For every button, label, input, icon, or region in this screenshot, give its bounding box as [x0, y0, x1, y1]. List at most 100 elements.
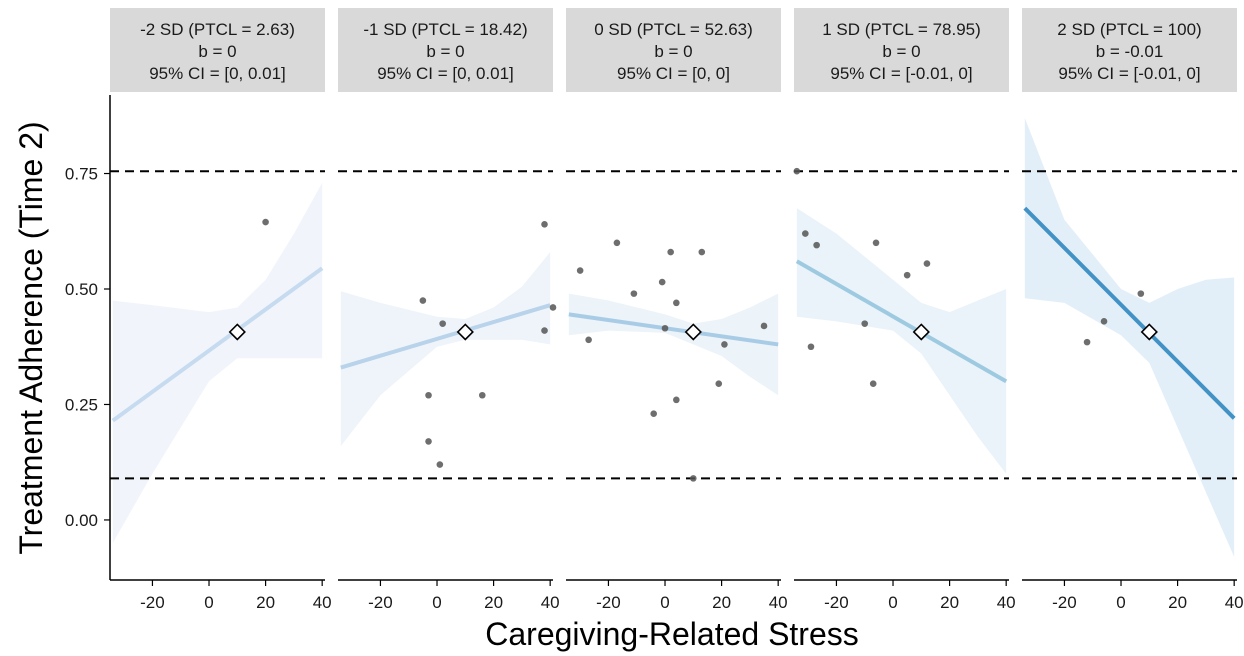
x-tick-label: 40	[997, 593, 1016, 612]
x-tick-label: 20	[256, 593, 275, 612]
x-tick-label: 20	[1168, 593, 1187, 612]
x-tick-label: -20	[368, 593, 393, 612]
panel-2: -1 SD (PTCL = 18.42) b = 0 95% CI = [0, 0.…	[338, 8, 560, 612]
confidence-band	[796, 208, 1007, 474]
strip-label: -2 SD (PTCL = 2.63)	[140, 20, 295, 39]
data-point	[419, 297, 427, 304]
regression-line	[568, 312, 779, 347]
panel-1: -2 SD (PTCL = 2.63) b = 0 95% CI = [0, 0.0…	[110, 8, 332, 612]
strip-background	[110, 8, 325, 92]
confidence-band	[112, 182, 323, 544]
x-tick-label: 20	[484, 593, 503, 612]
data-point	[576, 267, 584, 274]
x-tick-label: 0	[888, 593, 897, 612]
x-tick-label: 0	[660, 593, 669, 612]
confidence-band	[568, 293, 779, 396]
data-point	[698, 248, 706, 256]
data-point	[439, 320, 446, 327]
regression-line	[340, 303, 551, 370]
y-axis: 0.00 0.25 0.50 0.75	[65, 95, 111, 580]
strip-label: 0 SD (PTCL = 52.63)	[594, 20, 753, 39]
y-tick-label: 0.50	[65, 280, 98, 299]
data-point	[923, 260, 931, 267]
data-point	[673, 299, 680, 307]
strip-label: b = -0.01	[1096, 42, 1164, 61]
data-point	[262, 218, 269, 226]
data-point	[690, 475, 697, 482]
strip-label: 95% CI = [0, 0.01]	[377, 64, 514, 83]
panel-4: 1 SD (PTCL = 78.95) b = 0 95% CI = [-0.01,…	[793, 8, 1016, 612]
data-point	[813, 241, 820, 249]
data-point	[793, 167, 801, 175]
x-tick-label: 0	[204, 593, 213, 612]
data-point	[585, 336, 592, 344]
x-tick-label: 40	[769, 593, 788, 612]
strip-background	[794, 8, 1009, 92]
strip-label: 95% CI = [-0.01, 0]	[830, 64, 972, 83]
x-tick-label: 0	[1116, 593, 1125, 612]
data-point	[721, 341, 728, 348]
x-axis-title: Caregiving-Related Stress	[485, 616, 859, 652]
data-point	[903, 271, 911, 279]
data-point	[658, 278, 666, 286]
data-point	[425, 391, 432, 399]
mean-diamond-marker	[1140, 323, 1158, 341]
data-point	[802, 230, 809, 237]
data-point	[436, 461, 444, 468]
strip-label: b = 0	[882, 42, 920, 61]
data-point	[715, 380, 723, 387]
strip-label: b = 0	[198, 42, 236, 61]
y-axis-title: Treatment Adherence (Time 2)	[13, 121, 49, 554]
mean-diamond-marker	[456, 323, 474, 341]
strip-background	[338, 8, 553, 92]
data-point	[541, 221, 548, 228]
mean-diamond-marker	[684, 323, 702, 341]
strip-label: b = 0	[654, 42, 692, 61]
x-tick-label: 0	[432, 593, 441, 612]
y-tick-label: 0.75	[65, 165, 98, 184]
data-point	[1083, 338, 1091, 346]
x-tick-label: 40	[313, 593, 332, 612]
x-tick-label: 20	[940, 593, 959, 612]
data-point	[425, 438, 432, 445]
panel-5: 2 SD (PTCL = 100) b = -0.01 95% CI = [-0.0…	[1022, 8, 1244, 612]
confidence-band	[340, 252, 551, 447]
strip-label: 95% CI = [-0.01, 0]	[1058, 64, 1200, 83]
x-tick-label: -20	[1052, 593, 1077, 612]
mean-diamond-marker	[912, 323, 930, 341]
data-point	[1137, 290, 1145, 297]
strip-label: b = 0	[426, 42, 464, 61]
data-point	[541, 327, 548, 334]
data-point	[869, 380, 877, 387]
strip-background	[566, 8, 781, 92]
strip-label: -1 SD (PTCL = 18.42)	[363, 20, 527, 39]
x-tick-label: -20	[596, 593, 621, 612]
regression-line	[795, 259, 1008, 384]
data-point	[613, 239, 621, 247]
data-point	[650, 410, 657, 418]
strip-label: 1 SD (PTCL = 78.95)	[822, 20, 981, 39]
data-point	[1100, 318, 1108, 325]
y-tick-label: 0.25	[65, 395, 98, 414]
strip-label: 95% CI = [0, 0]	[617, 64, 730, 83]
confidence-band	[1024, 118, 1235, 557]
data-point	[760, 322, 768, 330]
strip-label: 2 SD (PTCL = 100)	[1057, 20, 1201, 39]
x-tick-label: -20	[140, 593, 165, 612]
data-point	[667, 248, 674, 256]
data-point	[478, 391, 486, 399]
data-point	[661, 324, 669, 332]
mean-diamond-marker	[228, 323, 246, 341]
data-point	[861, 320, 869, 327]
data-point	[630, 290, 638, 297]
strip-label: 95% CI = [0, 0.01]	[149, 64, 286, 83]
x-tick-label: 40	[541, 593, 560, 612]
x-tick-label: 40	[1225, 593, 1244, 612]
data-point	[549, 304, 557, 311]
data-point	[673, 396, 680, 404]
x-tick-label: -20	[824, 593, 849, 612]
strip-background	[1022, 8, 1237, 92]
panel-3: 0 SD (PTCL = 52.63) b = 0 95% CI = [0, 0] -…	[566, 8, 788, 612]
